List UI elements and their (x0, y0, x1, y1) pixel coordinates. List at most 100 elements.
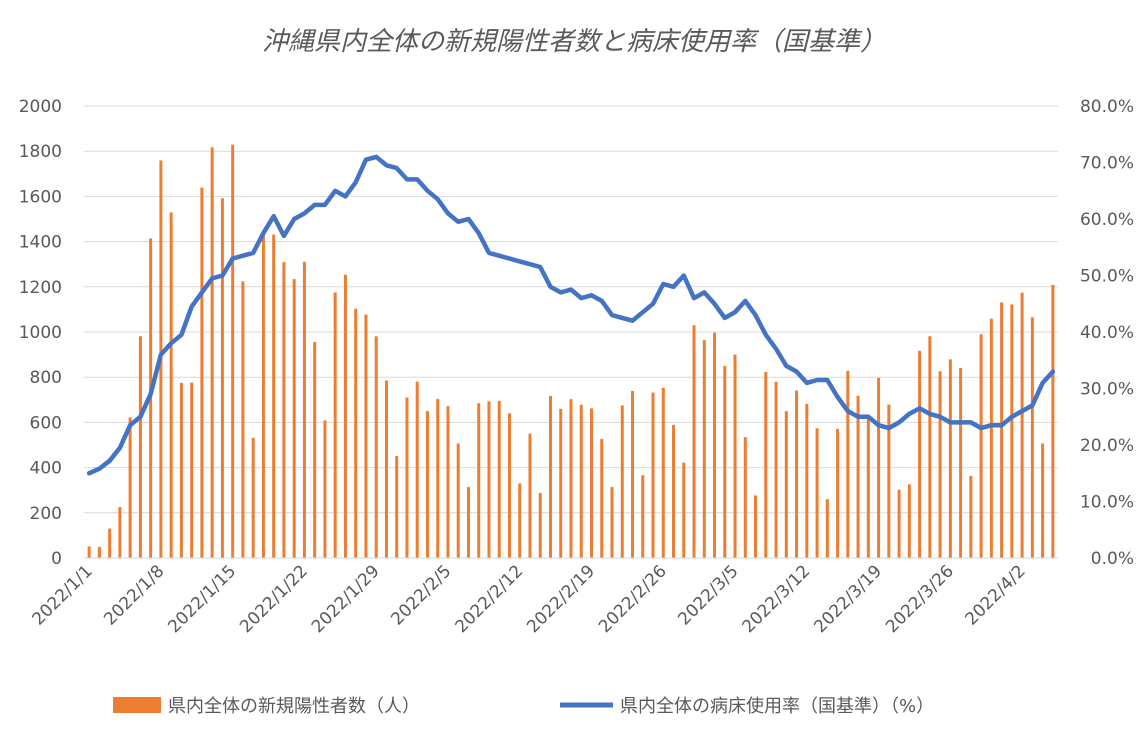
bar (220, 198, 224, 558)
bar (682, 462, 686, 558)
bar (497, 400, 501, 558)
bar (292, 279, 296, 558)
y-left-tick-label: 1200 (19, 278, 62, 298)
bar (723, 365, 727, 558)
bar (272, 234, 276, 558)
bar (1020, 292, 1024, 558)
x-tick-label: 2022/4/2 (962, 561, 1030, 629)
y-left-tick-label: 400 (30, 459, 62, 479)
bar (959, 367, 963, 558)
bar (190, 382, 194, 558)
y-left-tick-label: 1400 (19, 233, 62, 253)
bar (354, 308, 358, 558)
bar (733, 354, 737, 558)
bar (856, 395, 860, 558)
y-left-tick-label: 1600 (19, 187, 62, 207)
x-tick-label: 2022/1/1 (29, 561, 97, 629)
bar (138, 336, 142, 558)
bar (907, 484, 911, 558)
bar (97, 546, 101, 558)
bar (579, 404, 583, 558)
bar (764, 372, 768, 558)
bar (87, 546, 91, 558)
bar (118, 507, 122, 558)
bar (374, 336, 378, 558)
bar (815, 428, 819, 558)
y-right-tick-label: 50.0% (1080, 267, 1134, 287)
bar (1051, 284, 1055, 558)
bar (918, 350, 922, 558)
bar (784, 411, 788, 558)
x-tick-label: 2022/3/26 (882, 561, 958, 637)
x-tick-label: 2022/2/19 (523, 561, 599, 637)
x-axis: 2022/1/1 2022/1/82022/1/152022/1/222022/1… (29, 557, 1058, 637)
bar (302, 261, 306, 558)
y-left-tick-label: 200 (30, 504, 62, 524)
y-right-tick-label: 0.0% (1091, 549, 1134, 569)
bar (805, 403, 809, 558)
bar (477, 403, 481, 558)
bar (1000, 302, 1004, 558)
bar (600, 438, 604, 558)
bar (610, 487, 614, 558)
bar (969, 475, 973, 558)
bar (1041, 443, 1045, 558)
x-tick-label: 2022/1/29 (308, 561, 384, 637)
y-right-tick-label: 10.0% (1080, 493, 1134, 513)
y-right-tick-label: 80.0% (1080, 97, 1134, 117)
bar (979, 334, 983, 558)
line-series (86, 154, 1056, 476)
bar (548, 395, 552, 558)
x-tick-label: 2022/3/19 (810, 561, 886, 637)
bar (518, 483, 522, 558)
bar (456, 443, 460, 558)
bar (282, 262, 286, 558)
bar (261, 233, 265, 558)
bar (108, 528, 112, 558)
bar (528, 433, 532, 558)
bar (487, 401, 491, 558)
x-tick-label: 2022/1/15 (164, 561, 240, 637)
x-tick-label: 2022/2/5 (387, 561, 455, 629)
bar (405, 397, 409, 558)
y-right-tick-label: 30.0% (1080, 380, 1134, 400)
bar (179, 382, 183, 558)
gridlines (84, 105, 1058, 559)
bar (846, 370, 850, 558)
bar (590, 408, 594, 558)
bar (754, 495, 758, 558)
legend-label-line: 県内全体の病床使用率（国基準）（%） (620, 696, 934, 717)
bar (241, 281, 245, 558)
bar (825, 499, 829, 558)
bar (395, 456, 399, 558)
y-right-tick-label: 40.0% (1080, 323, 1134, 343)
y-left-tick-label: 2000 (19, 97, 62, 117)
legend-swatch-bar (113, 697, 161, 713)
bar (364, 314, 368, 558)
bar (333, 292, 337, 558)
bar (661, 387, 665, 558)
bar (466, 487, 470, 558)
y-left-tick-label: 0 (51, 549, 62, 569)
legend: 県内全体の新規陽性者数（人） 県内全体の病床使用率（国基準）（%） (113, 696, 934, 717)
bar (692, 325, 696, 558)
bar (989, 318, 993, 558)
bar-series (87, 144, 1055, 559)
bar (620, 405, 624, 558)
bar (866, 416, 870, 558)
bar (631, 390, 635, 558)
bar (323, 420, 327, 558)
series-line (86, 154, 1056, 476)
x-tick-label: 2022/1/8 (100, 561, 168, 629)
chart-title: 沖縄県内全体の新規陽性者数と病床使用率（国基準） (262, 27, 886, 57)
x-tick-label: 2022/2/12 (451, 561, 527, 637)
bar (128, 417, 132, 558)
bar (948, 359, 952, 558)
x-tick-label: 2022/3/5 (674, 561, 742, 629)
y-left-tick-label: 600 (30, 413, 62, 433)
bar (795, 390, 799, 558)
bar (877, 377, 881, 558)
bar (436, 398, 440, 558)
